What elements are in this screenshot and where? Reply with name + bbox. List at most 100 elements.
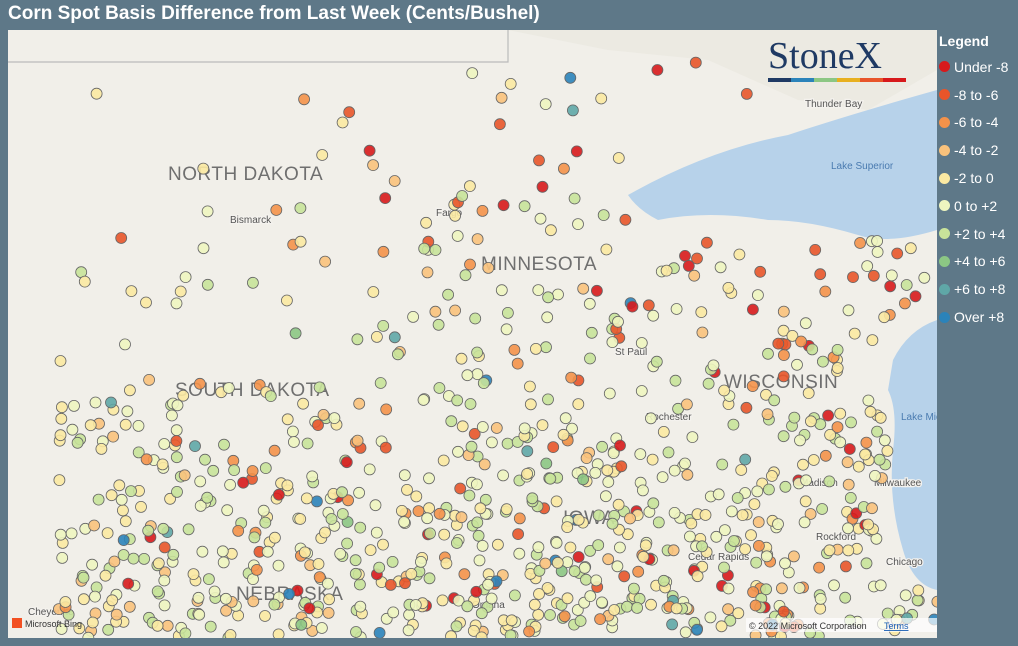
station-marker[interactable]	[224, 478, 237, 491]
station-marker[interactable]	[353, 578, 366, 591]
station-marker[interactable]	[151, 619, 164, 632]
station-marker[interactable]	[351, 333, 364, 346]
station-marker[interactable]	[124, 384, 136, 397]
station-marker[interactable]	[777, 370, 790, 383]
station-marker[interactable]	[388, 175, 401, 187]
station-marker[interactable]	[660, 264, 673, 277]
station-marker[interactable]	[456, 190, 469, 202]
station-marker[interactable]	[452, 594, 465, 607]
station-marker[interactable]	[766, 470, 778, 482]
station-marker[interactable]	[379, 441, 392, 454]
station-marker[interactable]	[432, 318, 445, 331]
station-marker[interactable]	[696, 326, 709, 339]
station-marker[interactable]	[247, 595, 260, 608]
station-marker[interactable]	[71, 436, 84, 449]
station-marker[interactable]	[88, 519, 100, 532]
station-marker[interactable]	[513, 547, 526, 560]
station-marker[interactable]	[373, 561, 386, 574]
station-marker[interactable]	[95, 442, 108, 455]
station-marker[interactable]	[119, 515, 132, 528]
station-marker[interactable]	[115, 493, 128, 506]
station-marker[interactable]	[115, 232, 128, 244]
station-marker[interactable]	[618, 570, 631, 583]
station-marker[interactable]	[528, 598, 541, 611]
station-marker[interactable]	[715, 620, 728, 633]
station-marker[interactable]	[410, 490, 423, 503]
station-marker[interactable]	[532, 541, 545, 554]
station-marker[interactable]	[577, 473, 589, 486]
station-marker[interactable]	[809, 243, 822, 256]
station-marker[interactable]	[842, 478, 855, 491]
station-marker[interactable]	[132, 446, 145, 459]
station-marker[interactable]	[54, 429, 67, 442]
station-marker[interactable]	[819, 285, 832, 298]
station-marker[interactable]	[710, 530, 723, 543]
station-marker[interactable]	[844, 491, 857, 504]
station-marker[interactable]	[530, 342, 542, 355]
station-marker[interactable]	[847, 271, 859, 284]
station-marker[interactable]	[878, 434, 891, 447]
station-marker[interactable]	[127, 552, 140, 565]
station-marker[interactable]	[750, 556, 763, 569]
station-marker[interactable]	[704, 611, 717, 624]
station-marker[interactable]	[323, 593, 336, 606]
station-marker[interactable]	[534, 212, 547, 225]
station-marker[interactable]	[871, 425, 883, 438]
station-marker[interactable]	[224, 629, 237, 639]
station-marker[interactable]	[454, 482, 467, 495]
station-marker[interactable]	[264, 390, 277, 403]
station-marker[interactable]	[433, 382, 446, 394]
station-marker[interactable]	[777, 324, 790, 337]
station-marker[interactable]	[138, 553, 151, 565]
station-marker[interactable]	[86, 616, 99, 629]
station-marker[interactable]	[391, 348, 404, 361]
station-marker[interactable]	[475, 607, 488, 620]
station-marker[interactable]	[685, 517, 698, 530]
station-marker[interactable]	[143, 373, 156, 386]
station-marker[interactable]	[405, 568, 418, 580]
station-marker[interactable]	[197, 242, 210, 255]
station-marker[interactable]	[201, 491, 214, 504]
station-marker[interactable]	[602, 476, 615, 488]
legend-item[interactable]: -8 to -6	[939, 81, 1017, 109]
station-marker[interactable]	[106, 594, 119, 607]
station-marker[interactable]	[424, 527, 436, 540]
station-marker[interactable]	[353, 397, 366, 410]
station-marker[interactable]	[303, 602, 316, 615]
station-marker[interactable]	[468, 427, 481, 440]
station-marker[interactable]	[878, 311, 891, 324]
station-marker[interactable]	[722, 603, 734, 616]
station-marker[interactable]	[458, 568, 471, 581]
station-marker[interactable]	[207, 464, 220, 477]
station-marker[interactable]	[740, 88, 753, 100]
station-marker[interactable]	[125, 485, 137, 498]
station-marker[interactable]	[174, 285, 187, 298]
station-marker[interactable]	[760, 388, 772, 401]
station-marker[interactable]	[612, 152, 625, 164]
station-marker[interactable]	[123, 600, 136, 613]
station-marker[interactable]	[395, 504, 408, 517]
station-marker[interactable]	[639, 539, 652, 552]
station-marker[interactable]	[580, 573, 592, 586]
station-marker[interactable]	[788, 550, 800, 563]
station-marker[interactable]	[398, 469, 411, 482]
station-marker[interactable]	[645, 412, 657, 425]
station-marker[interactable]	[854, 237, 866, 249]
station-marker[interactable]	[119, 338, 131, 351]
station-marker[interactable]	[574, 615, 587, 627]
station-marker[interactable]	[557, 428, 570, 441]
station-marker[interactable]	[679, 626, 692, 638]
station-marker[interactable]	[170, 424, 183, 437]
station-marker[interactable]	[842, 544, 855, 557]
station-marker[interactable]	[550, 537, 563, 549]
station-marker[interactable]	[718, 384, 730, 397]
station-marker[interactable]	[584, 352, 596, 365]
station-marker[interactable]	[912, 584, 925, 597]
station-marker[interactable]	[257, 504, 270, 517]
station-marker[interactable]	[268, 444, 281, 457]
station-marker[interactable]	[477, 377, 490, 390]
station-marker[interactable]	[521, 445, 534, 458]
station-marker[interactable]	[688, 269, 701, 282]
station-marker[interactable]	[171, 399, 184, 412]
station-marker[interactable]	[541, 311, 554, 324]
